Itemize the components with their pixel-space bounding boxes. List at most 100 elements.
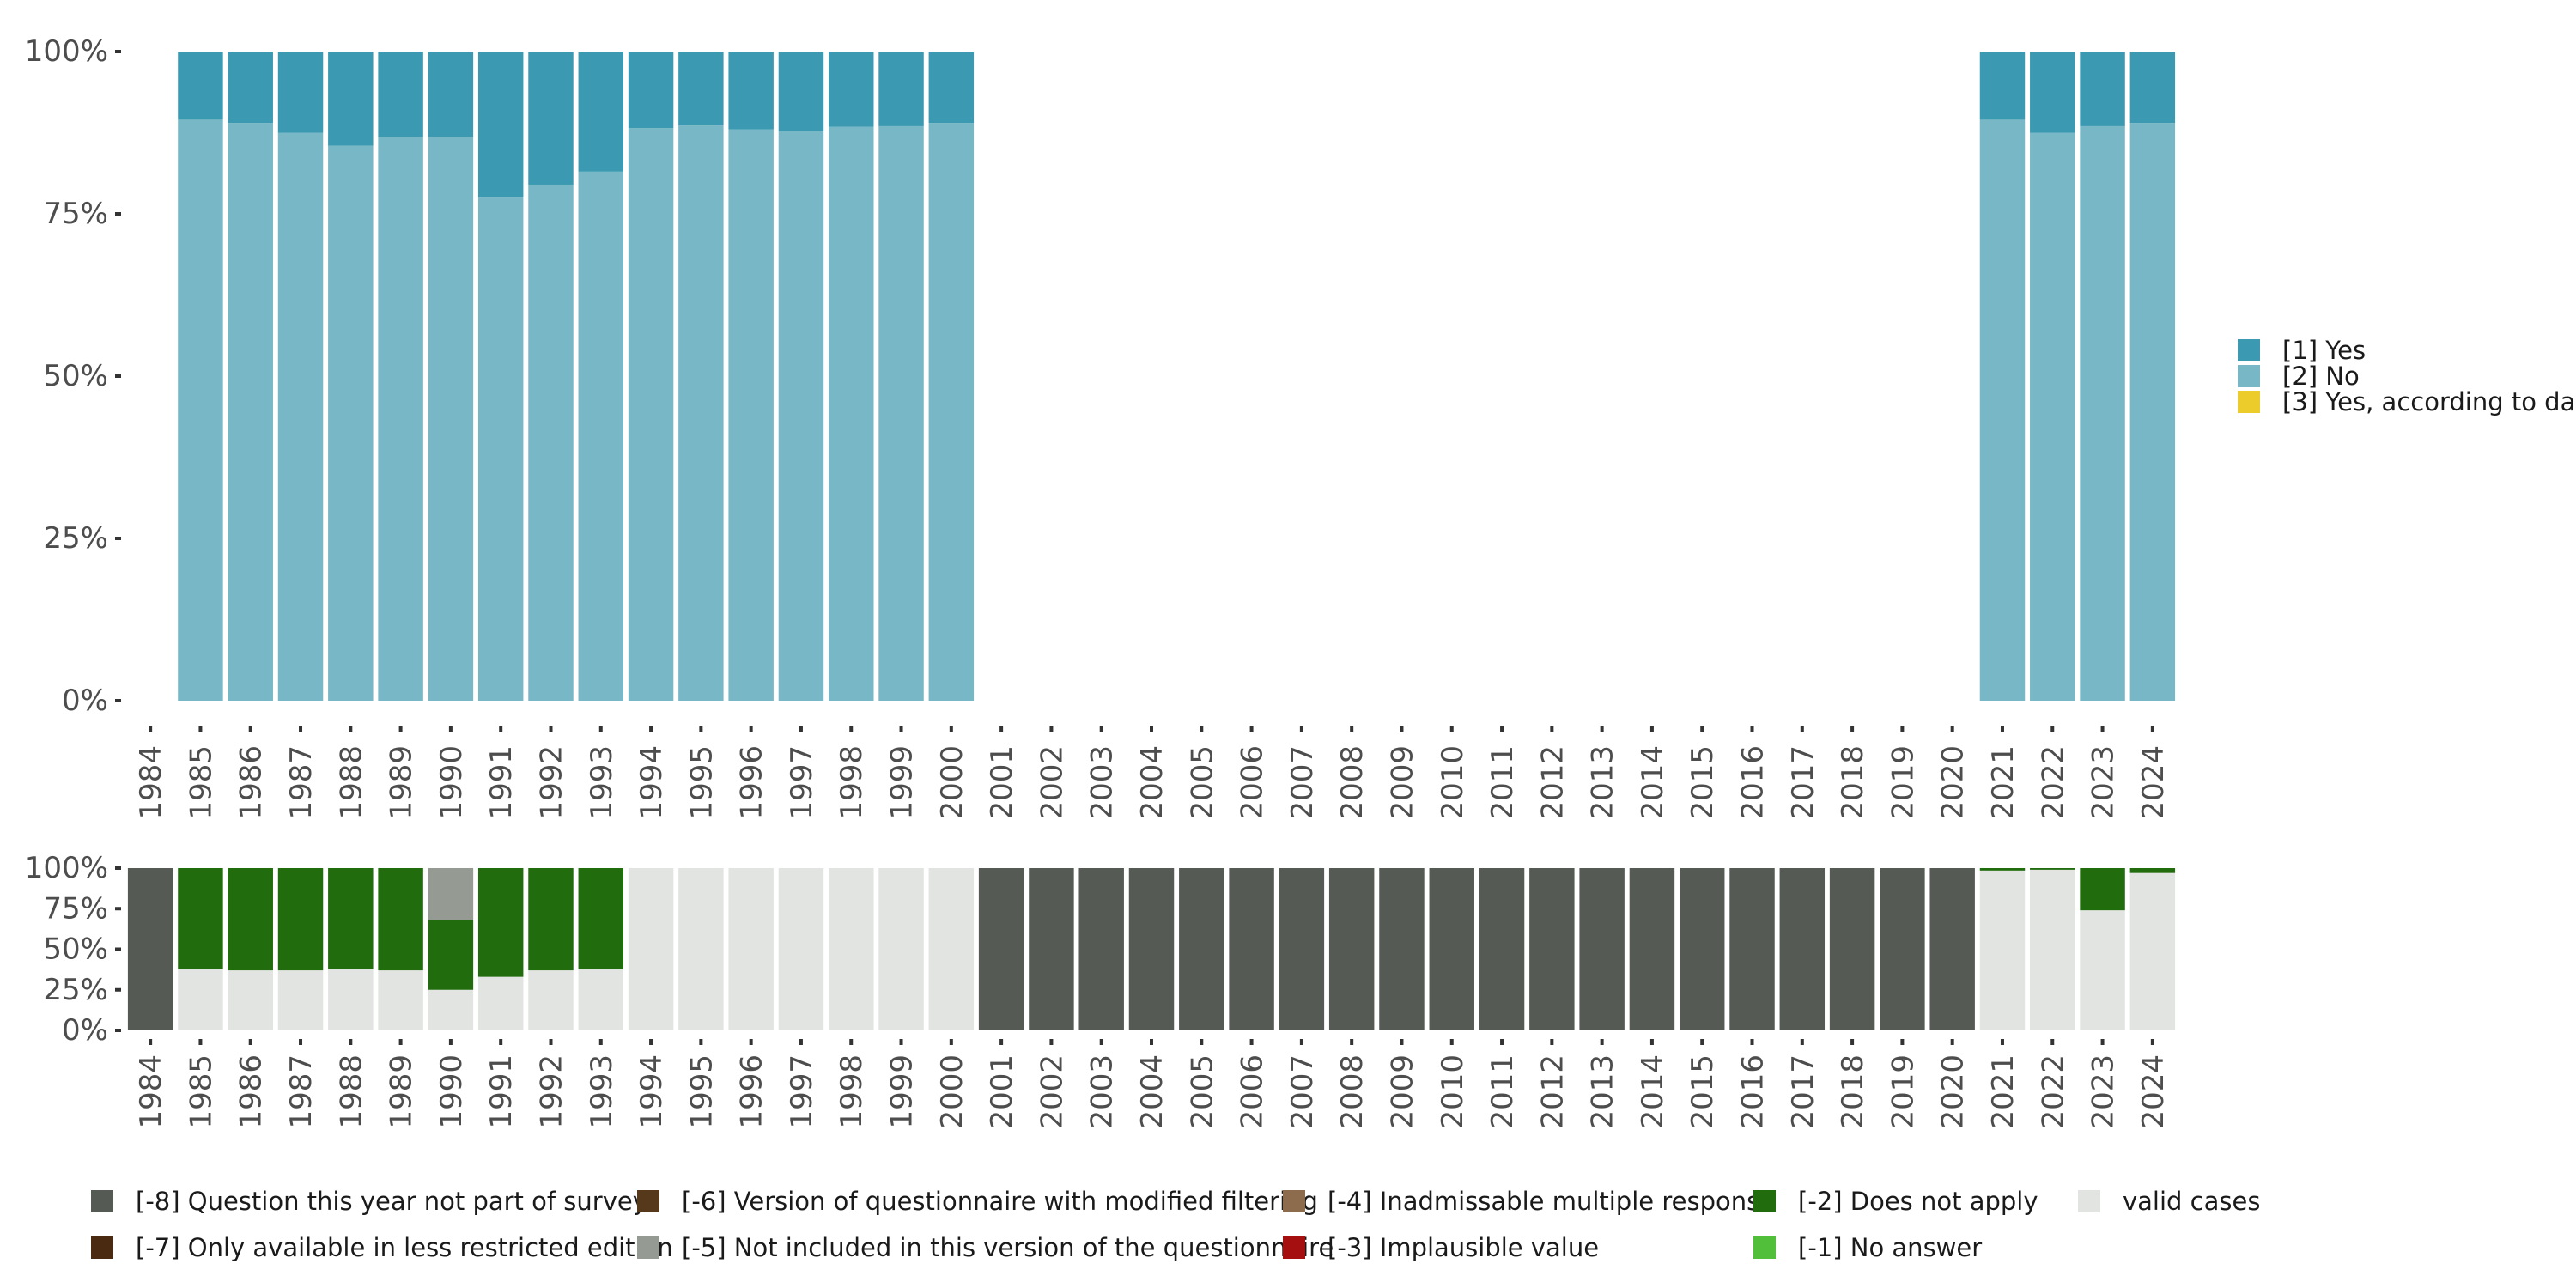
bottom-legend-label-6-version-of-questionnaire-with-modified-filtering: [-6] Version of questionnaire with modif… bbox=[682, 1187, 1318, 1216]
bottom-bar-8-question-this-year-not-part-of-survey-2009 bbox=[1379, 868, 1425, 1030]
top-bar-1-yes-1998 bbox=[829, 52, 874, 127]
top-bar-1-yes-2024 bbox=[2129, 52, 2176, 124]
top-xtick-label: 1999 bbox=[885, 745, 920, 820]
top-xtick-label: 2000 bbox=[935, 745, 969, 820]
top-bar-2-no-2024 bbox=[2129, 123, 2176, 701]
bottom-bar-valid-cases-1986 bbox=[228, 970, 273, 1030]
bottom-bar-valid-cases-1997 bbox=[778, 868, 824, 1030]
top-bar-2-no-1985 bbox=[178, 119, 223, 701]
top-bar-2-no-1991 bbox=[477, 197, 524, 702]
top-xtick-label: 2009 bbox=[1385, 745, 1419, 820]
bottom-xtick-label: 2001 bbox=[985, 1054, 1019, 1129]
bottom-xtick-label: 2007 bbox=[1285, 1054, 1320, 1129]
bottom-bar-2-does-not-apply-1991 bbox=[477, 868, 524, 977]
bottom-xtick-label: 2010 bbox=[1436, 1054, 1470, 1129]
top-xtick-label: 2021 bbox=[1986, 745, 2020, 820]
top-legend-label-2-no: [2] No bbox=[2282, 361, 2360, 391]
top-legend-label-3-yes-according-to-data: [3] Yes, according to data bbox=[2282, 387, 2576, 416]
bottom-xtick-label: 2012 bbox=[1535, 1054, 1570, 1129]
bottom-legend-swatch-7-only-available-in-less-restricted-edition bbox=[91, 1236, 113, 1259]
top-xtick-label: 2007 bbox=[1285, 745, 1320, 820]
bottom-xtick-label: 2003 bbox=[1085, 1054, 1120, 1129]
bottom-legend-label-4-inadmissable-multiple-response: [-4] Inadmissable multiple response bbox=[1327, 1187, 1775, 1216]
top-bar-1-yes-1990 bbox=[428, 52, 474, 137]
bottom-bar-8-question-this-year-not-part-of-survey-2001 bbox=[978, 868, 1024, 1030]
bottom-bar-8-question-this-year-not-part-of-survey-2003 bbox=[1078, 868, 1124, 1030]
bottom-legend-label-5-not-included-in-this-version-of-the-questionnaire: [-5] Not included in this version of the… bbox=[682, 1233, 1334, 1262]
bottom-ytick-label: 100% bbox=[25, 851, 108, 885]
bottom-legend-label-valid-cases: valid cases bbox=[2123, 1187, 2260, 1216]
bottom-ytick-label: 75% bbox=[43, 891, 108, 926]
bottom-xtick-label: 1984 bbox=[134, 1054, 168, 1129]
bottom-legend: [-8] Question this year not part of surv… bbox=[91, 1187, 2260, 1262]
top-bar-1-yes-1991 bbox=[477, 52, 524, 198]
bottom-xtick-label: 1987 bbox=[284, 1054, 319, 1129]
top-xtick-label: 2005 bbox=[1185, 745, 1219, 820]
bottom-bar-valid-cases-1993 bbox=[578, 969, 624, 1030]
bottom-legend-swatch-1-no-answer bbox=[1753, 1236, 1776, 1259]
bottom-xtick-label: 2004 bbox=[1135, 1054, 1170, 1129]
top-bar-1-yes-1985 bbox=[178, 52, 223, 120]
top-bar-1-yes-1988 bbox=[328, 52, 374, 146]
top-xtick-label: 2013 bbox=[1586, 745, 1620, 820]
bottom-bar-valid-cases-1994 bbox=[628, 868, 674, 1030]
bottom-bar-valid-cases-1991 bbox=[477, 976, 524, 1030]
top-ytick-label: 0% bbox=[62, 683, 108, 718]
top-legend-swatch-3-yes-according-to-data bbox=[2238, 391, 2260, 413]
bottom-bar-valid-cases-1995 bbox=[678, 868, 724, 1030]
top-bar-1-yes-1997 bbox=[778, 52, 824, 131]
bottom-bar-2-does-not-apply-2021 bbox=[1979, 868, 2026, 871]
bottom-bar-8-question-this-year-not-part-of-survey-1984 bbox=[127, 868, 173, 1030]
top-bar-1-yes-2021 bbox=[1979, 52, 2026, 120]
bottom-legend-swatch-valid-cases bbox=[2078, 1190, 2100, 1212]
top-xtick-label: 2023 bbox=[2087, 745, 2121, 820]
bottom-bar-valid-cases-2021 bbox=[1979, 870, 2026, 1030]
bottom-bar-8-question-this-year-not-part-of-survey-2012 bbox=[1529, 868, 1575, 1030]
top-xtick-label: 2016 bbox=[1736, 745, 1771, 820]
top-xtick-label: 1986 bbox=[234, 745, 269, 820]
bottom-bar-5-not-included-in-this-version-of-the-questionnaire-1990 bbox=[428, 868, 474, 920]
bottom-xtick-label: 2019 bbox=[1886, 1054, 1920, 1129]
bottom-bar-2-does-not-apply-2024 bbox=[2129, 868, 2176, 873]
bottom-legend-swatch-3-implausible-value bbox=[1283, 1236, 1305, 1259]
bottom-xtick-label: 1996 bbox=[735, 1054, 769, 1129]
top-bar-1-yes-1993 bbox=[578, 52, 624, 172]
top-xtick-label: 2004 bbox=[1135, 745, 1170, 820]
top-bar-1-yes-1996 bbox=[728, 52, 774, 130]
bottom-bar-8-question-this-year-not-part-of-survey-2020 bbox=[1929, 868, 1975, 1030]
bottom-bar-2-does-not-apply-1988 bbox=[328, 868, 374, 969]
top-bar-2-no-1997 bbox=[778, 131, 824, 701]
top-xtick-label: 1998 bbox=[835, 745, 869, 820]
bottom-xtick-label: 2013 bbox=[1586, 1054, 1620, 1129]
top-bar-2-no-2022 bbox=[2030, 132, 2075, 701]
top-bar-1-yes-1999 bbox=[878, 52, 924, 126]
bottom-bar-valid-cases-1987 bbox=[277, 970, 324, 1030]
bottom-bar-valid-cases-1996 bbox=[728, 868, 774, 1030]
bottom-bar-8-question-this-year-not-part-of-survey-2002 bbox=[1029, 868, 1074, 1030]
top-xtick-label: 2022 bbox=[2036, 745, 2070, 820]
top-bar-1-yes-1992 bbox=[528, 52, 574, 185]
top-bar-2-no-1998 bbox=[829, 126, 874, 702]
top-xtick-label: 2006 bbox=[1236, 745, 1270, 820]
top-bar-1-yes-1987 bbox=[277, 52, 324, 133]
top-bar-2-no-2000 bbox=[928, 123, 975, 701]
bottom-bar-2-does-not-apply-1987 bbox=[277, 868, 324, 971]
top-ytick-label: 25% bbox=[43, 521, 108, 556]
bottom-bar-8-question-this-year-not-part-of-survey-2008 bbox=[1328, 868, 1375, 1030]
top-xtick-label: 1995 bbox=[684, 745, 719, 820]
top-xtick-label: 1989 bbox=[385, 745, 419, 820]
top-bar-2-no-1990 bbox=[428, 137, 474, 702]
bottom-xtick-label: 1990 bbox=[434, 1054, 469, 1129]
bottom-bar-valid-cases-1998 bbox=[829, 868, 874, 1030]
bottom-bar-8-question-this-year-not-part-of-survey-2007 bbox=[1279, 868, 1325, 1030]
top-bar-2-no-1987 bbox=[277, 132, 324, 701]
top-xtick-label: 2003 bbox=[1085, 745, 1120, 820]
bottom-xtick-label: 2016 bbox=[1736, 1054, 1771, 1129]
top-xtick-label: 2011 bbox=[1485, 745, 1520, 820]
top-xtick-label: 1992 bbox=[534, 745, 568, 820]
top-bar-2-no-1989 bbox=[378, 137, 423, 702]
bottom-bar-valid-cases-1990 bbox=[428, 989, 474, 1030]
bottom-xtick-label: 2000 bbox=[935, 1054, 969, 1129]
bottom-bar-8-question-this-year-not-part-of-survey-2010 bbox=[1429, 868, 1474, 1030]
bottom-xtick-label: 1999 bbox=[885, 1054, 920, 1129]
